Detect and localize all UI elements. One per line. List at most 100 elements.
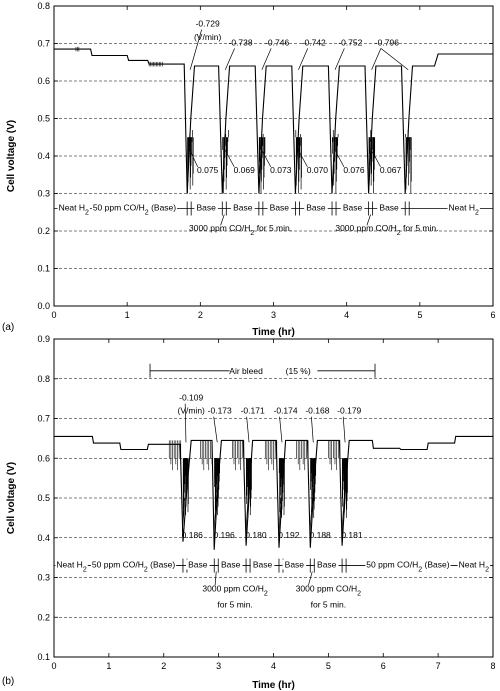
y-tick-label: 0.1	[37, 652, 50, 662]
segment-bg	[304, 202, 328, 213]
gas-segment-label: Base	[253, 560, 273, 570]
rate-arrow	[380, 48, 409, 71]
minimum-arrow	[188, 148, 198, 168]
gas-segment-label: Base	[270, 203, 290, 213]
y-tick-label: 0.3	[37, 189, 50, 199]
segment-bg	[230, 202, 255, 213]
gas-segment-label: Base	[233, 203, 253, 213]
rate-label: -0.174	[274, 406, 298, 416]
y-tick-label: 0.2	[37, 226, 50, 236]
minimum-label: 0.181	[341, 530, 363, 540]
dip-oscillation	[222, 129, 229, 194]
minimum-label: 0.180	[245, 530, 267, 540]
segment-bg	[282, 559, 307, 570]
y-tick-label: 0.4	[37, 533, 50, 543]
minimum-label: 0.192	[278, 530, 300, 540]
gas-segment-label: Neat H2	[56, 560, 86, 574]
minimum-label: 0.188	[310, 530, 332, 540]
x-tick-label: 3	[271, 310, 276, 320]
segment-bg	[90, 559, 177, 570]
minimum-arrow	[223, 148, 235, 168]
minimum-label: 0.186	[182, 530, 204, 540]
note-arrow	[366, 214, 371, 226]
gas-segment-label: Base	[188, 560, 208, 570]
x-tick-label: 6	[490, 310, 495, 320]
x-tick-label: 0	[51, 310, 56, 320]
y-tick-label: 0.7	[37, 414, 50, 424]
gas-segment-label: Base	[317, 560, 337, 570]
x-tick-label: 0	[51, 661, 56, 671]
y-tick-label: 0.4	[37, 151, 50, 161]
note-arrow	[308, 571, 313, 586]
y-axis-label: Cell voltage (V)	[6, 462, 17, 534]
x-tick-label: 1	[106, 661, 111, 671]
minimum-arrow	[181, 497, 186, 532]
y-tick-label: 0.8	[37, 374, 50, 384]
dip-oscillation	[187, 129, 194, 194]
minimum-arrow	[245, 497, 249, 532]
segment-bg	[250, 559, 275, 570]
rate-label: -0.168	[305, 406, 329, 416]
rate-arrow	[224, 48, 235, 70]
note-arrow	[214, 571, 217, 586]
y-tick-label: 0.7	[37, 39, 50, 49]
dip-oscillation	[214, 458, 220, 518]
co-pulse-note: 3000 ppm CO/H2 for 5 min.	[189, 223, 292, 237]
rate-arrow	[213, 416, 218, 443]
gas-segment-label: Neat H2	[59, 203, 89, 217]
panel-a: 0.0 0.1 0.2 0.3 0.4 0.5 0.6 0.7 0.8 0 1 2 3 4 5 6 Time (…	[2, 1, 496, 338]
rate-arrow	[184, 403, 187, 443]
gas-segment-label: Neat H2	[449, 203, 479, 217]
rate-arrow	[311, 416, 314, 443]
gas-segment-label: Neat H2	[459, 560, 489, 574]
rate-label: -0.746	[265, 37, 289, 47]
y-tick-label: 0.6	[37, 76, 50, 86]
rate-label: (V/min)	[177, 406, 205, 416]
segment-bg	[314, 559, 339, 570]
panel-label: (b)	[2, 676, 14, 687]
gas-segment-label: Base	[221, 560, 241, 570]
co-pulse-note: 3000 ppm CO/H2 for 5 min.	[335, 223, 438, 237]
y-axis-label: Cell voltage (V)	[6, 120, 17, 192]
segment-bg	[194, 202, 218, 213]
x-tick-label: 1	[125, 310, 130, 320]
dip-oscillation	[295, 129, 302, 194]
plot-frame	[53, 5, 494, 307]
rate-label: -0.171	[241, 406, 265, 416]
x-tick-label: 4	[271, 661, 276, 671]
rate-label: -0.729	[196, 19, 220, 29]
rate-label: -0.742	[302, 37, 326, 47]
co-pulse-note: for 5 min.	[311, 599, 346, 609]
dip-oscillation	[258, 133, 266, 194]
segment-bg	[55, 559, 88, 570]
minimum-arrow	[297, 148, 308, 168]
rate-arrow	[342, 416, 346, 443]
minimum-label: 0.067	[380, 165, 402, 175]
gas-segment-label: Base	[285, 560, 305, 570]
x-tick-label: 8	[490, 661, 495, 671]
gas-segment-label: Base	[343, 203, 363, 213]
segment-bg	[91, 202, 178, 213]
minimum-label: 0.075	[197, 165, 219, 175]
x-tick-label: 5	[417, 310, 422, 320]
segment-bg	[447, 202, 480, 213]
x-tick-label: 2	[198, 310, 203, 320]
minimum-arrow	[278, 497, 282, 532]
y-tick-label: 0.3	[37, 573, 50, 583]
rate-label: -0.738	[229, 37, 253, 47]
bleed-label: Air bleed	[229, 366, 263, 376]
minimum-arrow	[309, 497, 313, 532]
segment-bg	[267, 202, 292, 213]
dip-oscillation	[278, 458, 285, 518]
rate-arrow	[189, 29, 202, 70]
bleed-percent: (15 %)	[286, 366, 311, 376]
segment-bg	[365, 559, 451, 570]
minimum-label: 0.196	[213, 530, 235, 540]
y-tick-label: 0.8	[37, 1, 50, 11]
y-tick-label: 0.0	[37, 301, 50, 311]
panel-label: (a)	[2, 322, 14, 333]
segment-bg	[57, 202, 90, 213]
co-pulse-note: for 5 min.	[217, 599, 252, 609]
rate-arrow	[298, 48, 309, 70]
minimum-label: 0.073	[270, 165, 292, 175]
